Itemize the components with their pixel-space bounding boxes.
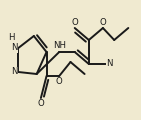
- Text: O: O: [100, 18, 106, 27]
- Text: O: O: [38, 99, 44, 108]
- Text: H: H: [8, 33, 15, 42]
- Text: N: N: [106, 60, 113, 69]
- Text: N: N: [11, 67, 18, 77]
- Text: N: N: [11, 44, 18, 53]
- Text: O: O: [71, 18, 78, 27]
- Text: NH: NH: [53, 41, 66, 50]
- Text: O: O: [56, 77, 63, 86]
